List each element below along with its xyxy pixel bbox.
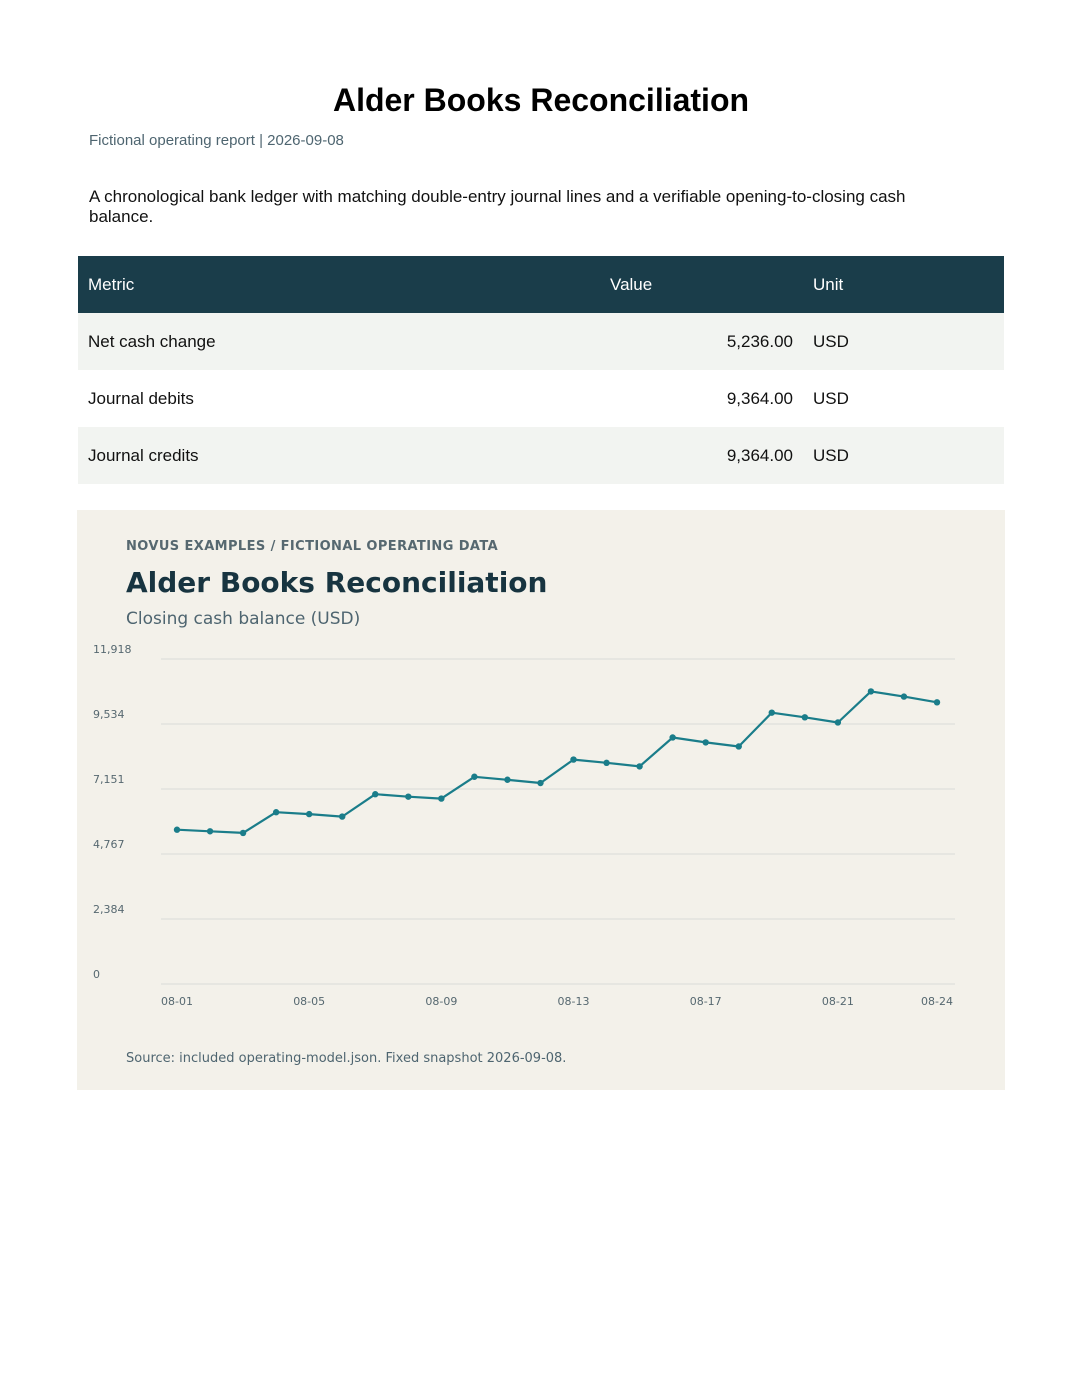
report-subtitle: Fictional operating report | 2026-09-08 — [89, 132, 344, 149]
unit-cell: USD — [803, 370, 1004, 427]
data-point — [537, 779, 544, 787]
x-tick-label: 08-24 — [921, 995, 953, 1008]
data-point — [272, 809, 280, 816]
metric-cell: Journal credits — [78, 427, 594, 484]
data-point — [570, 756, 577, 763]
value-cell: 9,364.00 — [594, 370, 803, 427]
table-row: Journal credits 9,364.00 USD — [78, 427, 1004, 484]
x-tick-label: 08-13 — [558, 995, 590, 1008]
data-point — [636, 763, 643, 770]
data-point — [438, 795, 445, 802]
chart-subtitle: Closing cash balance (USD) — [126, 609, 361, 629]
series-layer — [173, 688, 941, 837]
data-point — [305, 810, 313, 818]
data-point — [206, 828, 214, 835]
x-tick-label: 08-05 — [293, 995, 325, 1008]
data-point — [372, 791, 379, 798]
unit-cell: USD — [803, 427, 1004, 484]
data-point — [173, 826, 181, 833]
data-point — [702, 739, 709, 746]
series-line — [176, 690, 938, 834]
chart-kicker: NOVUS EXAMPLES / FICTIONAL OPERATING DAT… — [126, 539, 499, 554]
gridlines — [161, 658, 955, 985]
data-point — [867, 688, 875, 695]
data-point — [504, 776, 511, 783]
data-point — [669, 734, 676, 741]
column-header-metric: Metric — [78, 256, 594, 313]
chart-title: Alder Books Reconciliation — [126, 566, 548, 599]
data-point — [834, 719, 842, 726]
data-point — [405, 793, 412, 800]
chart-panel: NOVUS EXAMPLES / FICTIONAL OPERATING DAT… — [77, 510, 1005, 1090]
unit-cell: USD — [803, 313, 1004, 370]
y-tick-label: 11,918 — [93, 643, 132, 656]
x-tick-label: 08-17 — [690, 995, 722, 1008]
y-tick-label: 0 — [93, 968, 100, 981]
report-description: A chronological bank ledger with matchin… — [89, 187, 906, 226]
chart-source-note: Source: included operating-model.json. F… — [126, 1051, 567, 1066]
table-row: Journal debits 9,364.00 USD — [78, 370, 1004, 427]
data-point — [933, 699, 941, 706]
x-tick-label: 08-01 — [161, 995, 193, 1008]
column-header-value: Value — [594, 256, 803, 313]
x-tick-label: 08-21 — [822, 995, 854, 1008]
metrics-table: Metric Value Unit Net cash change 5,236.… — [78, 256, 1004, 484]
data-point — [900, 693, 908, 700]
data-point — [801, 714, 809, 721]
data-point — [339, 813, 346, 820]
data-point — [768, 709, 775, 716]
x-axis-ticks: 08-01 08-05 08-09 08-13 08-17 08-21 08-24 — [161, 995, 953, 1008]
y-axis-ticks: 0 2,384 4,767 7,151 9,534 11,918 — [93, 643, 132, 981]
metric-cell: Journal debits — [78, 370, 594, 427]
data-point — [239, 829, 247, 837]
y-tick-label: 2,384 — [93, 903, 125, 916]
y-tick-label: 7,151 — [93, 773, 125, 786]
page-title: Alder Books Reconciliation — [332, 82, 750, 118]
data-point — [735, 743, 742, 750]
table-row: Net cash change 5,236.00 USD — [78, 313, 1004, 370]
metric-cell: Net cash change — [78, 313, 594, 370]
value-cell: 5,236.00 — [594, 313, 803, 370]
data-point — [603, 759, 610, 767]
data-point — [471, 773, 478, 780]
y-tick-label: 4,767 — [93, 838, 125, 851]
table-header-row: Metric Value Unit — [78, 256, 1004, 313]
y-tick-label: 9,534 — [93, 708, 125, 721]
column-header-unit: Unit — [803, 256, 1004, 313]
value-cell: 9,364.00 — [594, 427, 803, 484]
x-tick-label: 08-09 — [425, 995, 457, 1008]
